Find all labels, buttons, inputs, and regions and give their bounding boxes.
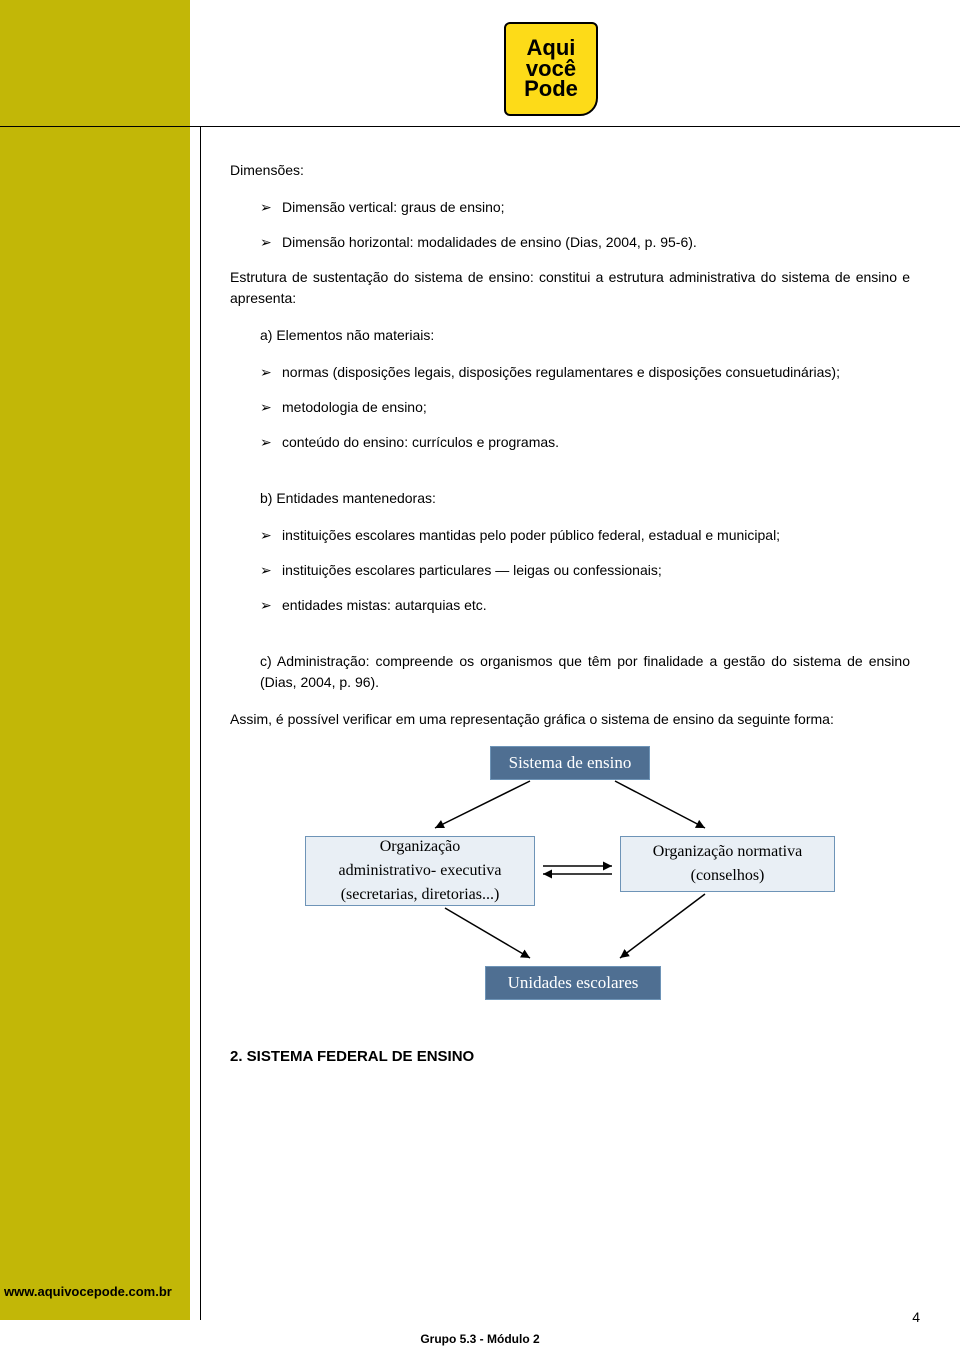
diagram-node-right: Organização normativa (conselhos) xyxy=(620,836,835,892)
list-item: ➢ instituições escolares particulares — … xyxy=(260,560,910,581)
main-content: Dimensões: ➢ Dimensão vertical: graus de… xyxy=(230,160,910,1085)
section-b-list: ➢ instituições escolares mantidas pelo p… xyxy=(230,525,910,616)
section-a-label: a) Elementos não materiais: xyxy=(230,325,910,346)
diagram-node-line: Organização xyxy=(380,835,461,859)
dimensoes-title: Dimensões: xyxy=(230,160,910,181)
logo-box: Aqui você Pode xyxy=(504,22,598,116)
diagram-node-line: administrativo- executiva xyxy=(338,859,501,883)
bullet-arrow-icon: ➢ xyxy=(260,362,282,383)
bullet-arrow-icon: ➢ xyxy=(260,595,282,616)
list-text: instituições escolares particulares — le… xyxy=(282,560,910,581)
section-2-heading: 2. SISTEMA FEDERAL DE ENSINO xyxy=(230,1046,910,1069)
logo: Aqui você Pode xyxy=(504,22,598,116)
header-divider-horizontal xyxy=(0,126,960,127)
list-text: instituições escolares mantidas pelo pod… xyxy=(282,525,910,546)
list-text: conteúdo do ensino: currículos e program… xyxy=(282,432,910,453)
logo-line3: Pode xyxy=(524,79,578,100)
bullet-arrow-icon: ➢ xyxy=(260,432,282,453)
diagram-sistema-ensino: Sistema de ensino Organização administra… xyxy=(305,746,835,1016)
list-item: ➢ normas (disposições legais, disposiçõe… xyxy=(260,362,910,383)
section-a-list: ➢ normas (disposições legais, disposiçõe… xyxy=(230,362,910,453)
bullet-arrow-icon: ➢ xyxy=(260,525,282,546)
list-item: ➢ entidades mistas: autarquias etc. xyxy=(260,595,910,616)
assim-paragraph: Assim, é possível verificar em uma repre… xyxy=(230,709,910,730)
bullet-arrow-icon: ➢ xyxy=(260,397,282,418)
site-url: www.aquivocepode.com.br xyxy=(4,1282,172,1302)
section-c-label: c) Administração: compreende os organism… xyxy=(230,651,910,693)
bullet-arrow-icon: ➢ xyxy=(260,560,282,581)
dimensoes-list: ➢ Dimensão vertical: graus de ensino; ➢ … xyxy=(230,197,910,253)
diagram-node-bottom: Unidades escolares xyxy=(485,966,661,1000)
diagram-node-line: (secretarias, diretorias...) xyxy=(341,883,500,907)
footer-text: Grupo 5.3 - Módulo 2 xyxy=(0,1330,960,1348)
header-divider-vertical xyxy=(200,126,201,1320)
diagram-node-top: Sistema de ensino xyxy=(490,746,650,780)
list-item: ➢ metodologia de ensino; xyxy=(260,397,910,418)
list-text: entidades mistas: autarquias etc. xyxy=(282,595,910,616)
estrutura-paragraph: Estrutura de sustentação do sistema de e… xyxy=(230,267,910,309)
list-text: normas (disposições legais, disposições … xyxy=(282,362,910,383)
diagram-node-left: Organização administrativo- executiva (s… xyxy=(305,836,535,906)
list-item: ➢ Dimensão vertical: graus de ensino; xyxy=(260,197,910,218)
diagram-node-label: Sistema de ensino xyxy=(509,750,632,776)
list-item: ➢ instituições escolares mantidas pelo p… xyxy=(260,525,910,546)
sidebar-yellow xyxy=(0,0,190,1320)
list-text: Dimensão vertical: graus de ensino; xyxy=(282,197,910,218)
list-text: metodologia de ensino; xyxy=(282,397,910,418)
list-text: Dimensão horizontal: modalidades de ensi… xyxy=(282,232,910,253)
bullet-arrow-icon: ➢ xyxy=(260,197,282,218)
bullet-arrow-icon: ➢ xyxy=(260,232,282,253)
page-number: 4 xyxy=(912,1307,920,1328)
section-b-label: b) Entidades mantenedoras: xyxy=(230,488,910,509)
list-item: ➢ Dimensão horizontal: modalidades de en… xyxy=(260,232,910,253)
diagram-node-label: Unidades escolares xyxy=(508,970,639,996)
diagram-node-line: Organização normativa xyxy=(653,840,802,864)
list-item: ➢ conteúdo do ensino: currículos e progr… xyxy=(260,432,910,453)
diagram-node-line: (conselhos) xyxy=(691,864,765,888)
